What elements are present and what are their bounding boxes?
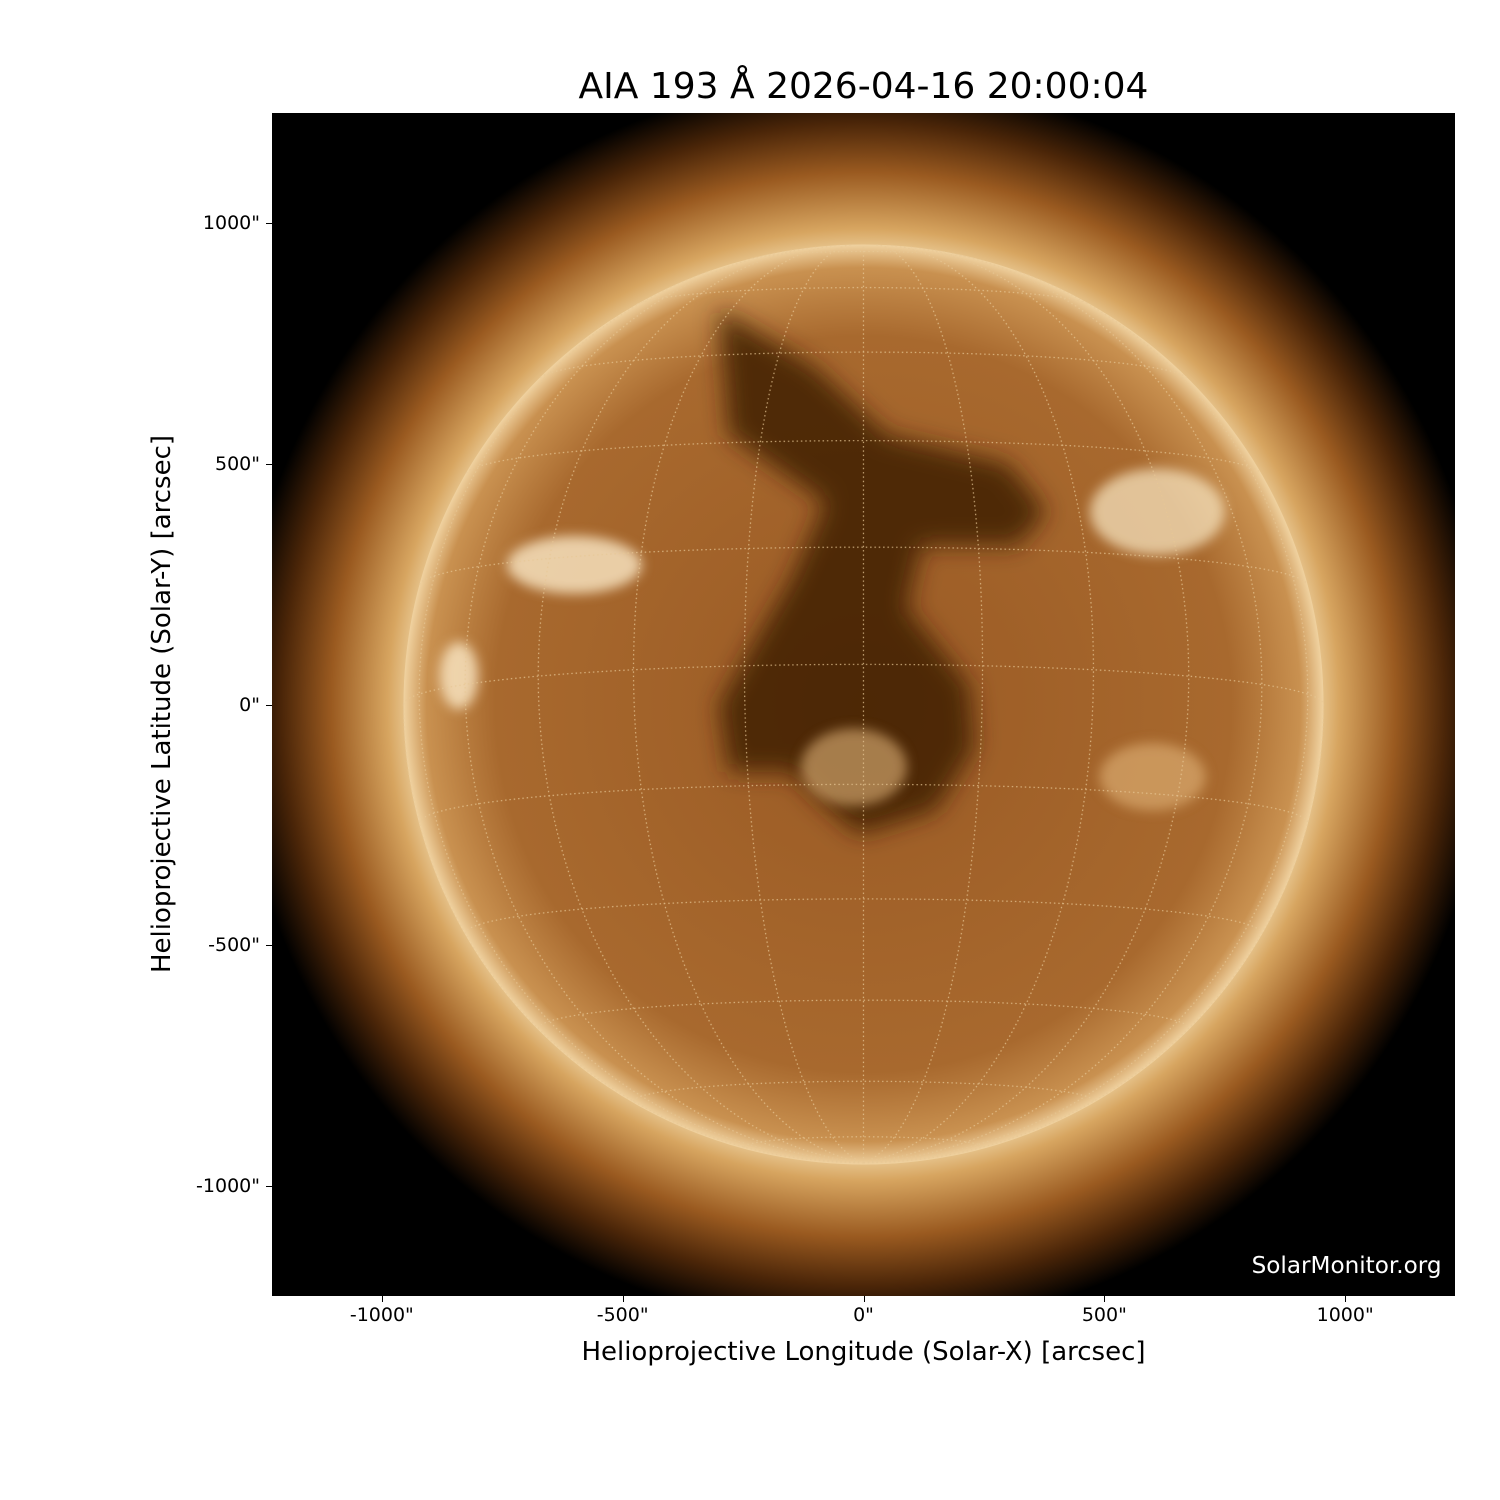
x-tick-mark [381,1296,383,1302]
parallel-line [418,546,1309,585]
y-tick-label: 500" [214,452,260,475]
meridian-line [418,269,864,1164]
coronal-hole [718,309,1047,835]
meridian-line [537,246,864,1164]
parallel-line [636,287,1091,305]
meridian-line [863,704,1325,1164]
y-tick-mark [266,704,272,706]
watermark: SolarMonitor.org [1252,1253,1442,1279]
x-tick-mark [1104,1296,1106,1302]
heliographic-grid [402,244,1325,1164]
x-tick-mark [622,1296,624,1302]
y-tick-mark [266,945,272,947]
y-tick-mark [266,1186,272,1188]
meridian-line [863,244,1095,1164]
y-tick-label: -500" [208,934,260,957]
meridian-line [863,249,1263,1164]
meridian-line [863,244,984,1164]
meridian-line [464,249,864,1164]
y-tick-label: 0" [239,693,260,716]
x-axis-label: Helioprojective Longitude (Solar-X) [arc… [581,1337,1146,1367]
y-tick-mark [266,222,272,224]
solar-image-axes: SolarMonitor.org [272,113,1455,1296]
meridian-line [743,244,864,1164]
active-regions [439,468,1225,811]
parallel-line [539,351,1188,378]
meridian-line [863,246,1190,1164]
chart-title: AIA 193 Å 2026-04-16 20:00:04 [578,66,1149,107]
x-tick-label: 500" [1081,1304,1127,1326]
parallel-line [464,898,1263,934]
y-axis-label: Helioprojective Latitude (Solar-Y) [arcs… [147,434,177,974]
y-tick-label: 1000" [202,211,260,234]
x-tick-mark [863,1296,865,1302]
x-tick-label: 1000" [1316,1304,1374,1326]
x-tick-label: 0" [853,1304,874,1326]
parallel-line [537,999,1190,1029]
y-tick-mark [266,463,272,465]
meridian-line [632,244,864,1164]
x-tick-label: -1000" [349,1304,414,1326]
meridian-line [863,269,1309,1164]
x-tick-mark [1345,1296,1347,1302]
x-tick-label: -500" [596,1304,649,1326]
y-tick-label: -1000" [196,1175,260,1198]
